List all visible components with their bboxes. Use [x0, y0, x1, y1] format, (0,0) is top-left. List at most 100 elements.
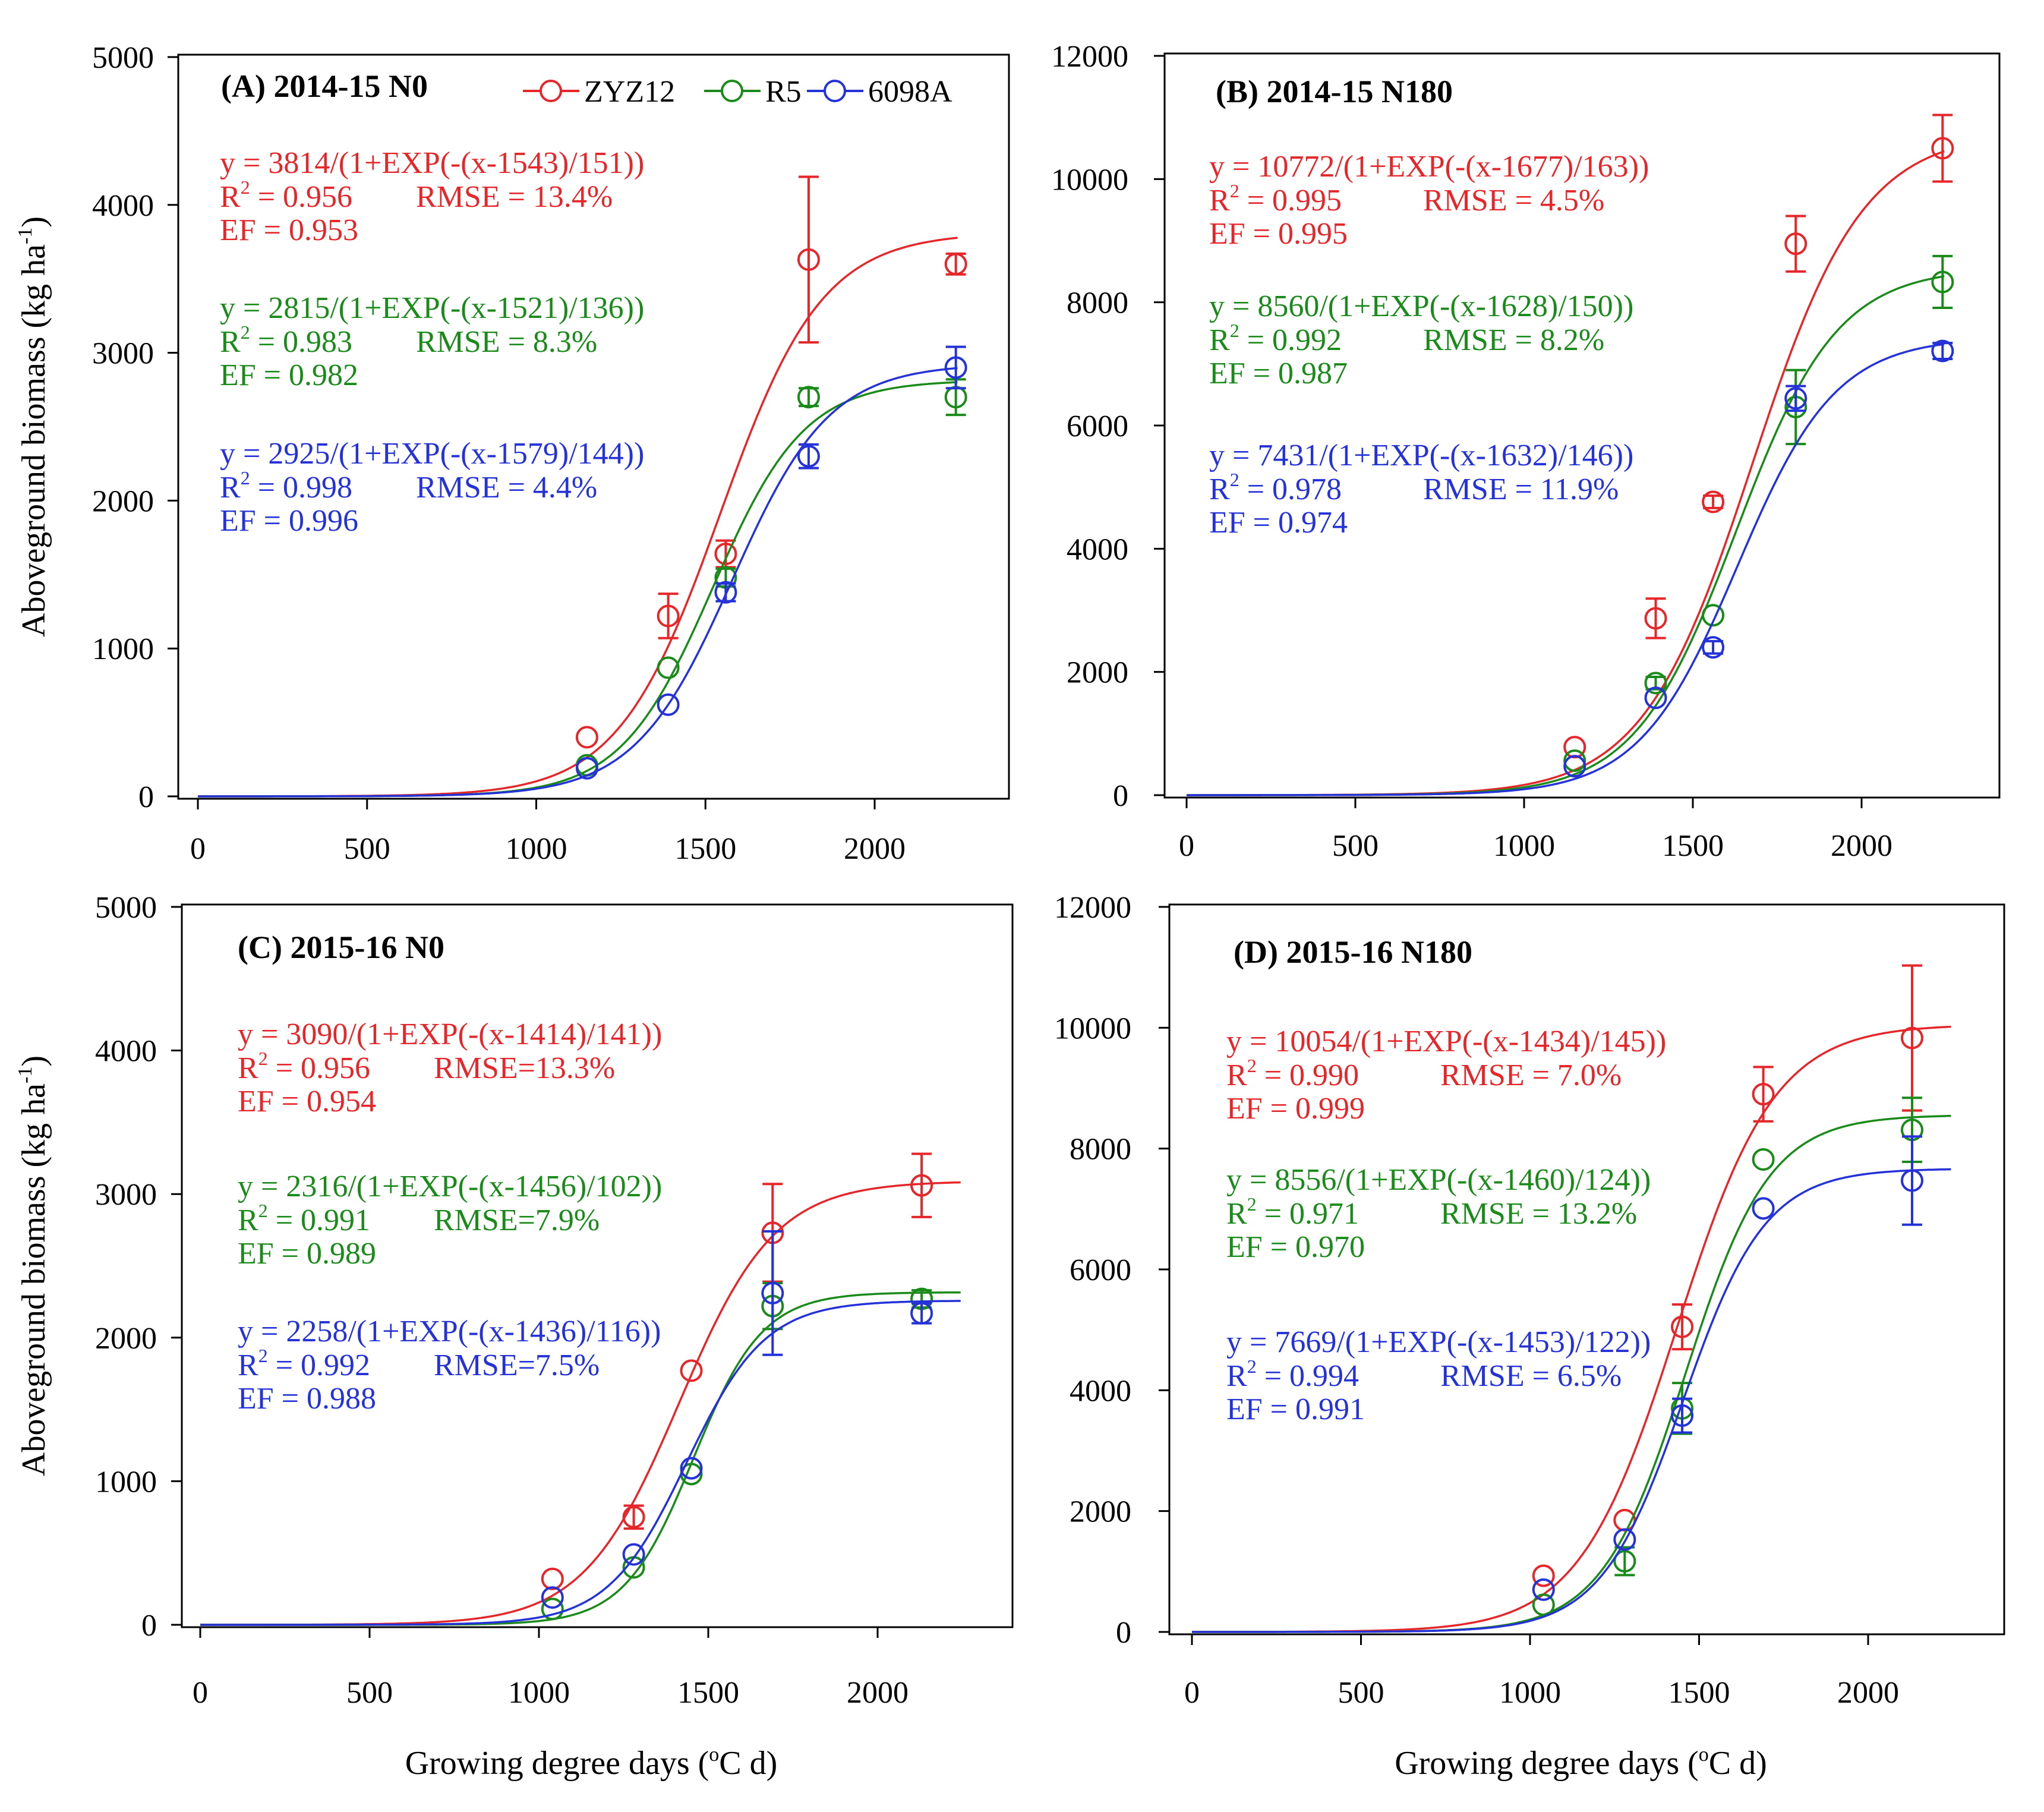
y-tick-label: 5000 [95, 891, 157, 925]
r-squared: R2 = 0.991 [238, 1200, 370, 1237]
data-point [797, 386, 820, 409]
data-point [714, 542, 737, 565]
y-tick-label: 12000 [1051, 40, 1128, 74]
y-tick-label: 10000 [1051, 163, 1128, 197]
y-tick-label: 4000 [95, 1035, 157, 1069]
data-point [541, 1586, 564, 1609]
rmse: RMSE = 8.2% [1423, 323, 1604, 357]
fit-equation: y = 3814/(1+EXP(-(x-1543)/151)) [220, 146, 644, 180]
y-axis-label: Aboveground biomass (kg ha-1) [14, 216, 52, 637]
efficiency: EF = 0.995 [1209, 217, 1348, 251]
legend-marker [824, 80, 846, 102]
efficiency: EF = 0.991 [1226, 1392, 1365, 1426]
data-point [761, 1281, 784, 1304]
fit-curve [198, 367, 958, 798]
panel-B: 0 2000 4000 6000 8000 10000 12000 0 500 1000 1500 2… [1051, 40, 2001, 863]
efficiency: EF = 0.970 [1226, 1230, 1365, 1264]
rmse: RMSE=7.5% [434, 1348, 600, 1382]
data-point [1931, 270, 1954, 294]
y-tick-label: 2000 [1070, 1495, 1131, 1529]
efficiency: EF = 0.953 [220, 213, 358, 247]
r-squared: R2 = 0.983 [220, 322, 352, 359]
data-point [1752, 1197, 1775, 1220]
x-axis-label: Growing degree days (oC d) [405, 1744, 778, 1782]
data-point [575, 757, 598, 780]
rmse: RMSE=13.3% [434, 1051, 615, 1085]
data-point [541, 1567, 564, 1590]
data-point [1532, 1564, 1555, 1587]
panel-A: 0 1000 2000 3000 4000 5000 0 500 1000 1500 2000 Abo… [14, 41, 1010, 866]
data-point [1532, 1593, 1555, 1616]
plot-frame [181, 903, 1014, 1628]
fit-annotation-r5: y = 8556/(1+EXP(-(x-1460)/124))R2 = 0.97… [1226, 1163, 1651, 1264]
data-point [1644, 607, 1667, 630]
series-6098a [198, 345, 967, 798]
data-point [944, 356, 967, 379]
data-point [575, 726, 598, 749]
y-axis-label: Aboveground biomass (kg ha-1) [14, 1055, 52, 1476]
x-tick-label: 1000 [1499, 1676, 1561, 1710]
x-tick-label: 1500 [1662, 829, 1724, 863]
plot-area [198, 175, 967, 798]
x-tick-label: 2000 [1837, 1676, 1899, 1710]
y-tick-label: 2000 [95, 1322, 157, 1356]
y-tick-label: 3000 [92, 337, 154, 371]
x-tick-label: 1000 [1493, 829, 1555, 863]
data-point [1931, 339, 1954, 363]
rmse: RMSE = 13.4% [416, 180, 613, 214]
fit-annotation-zyz12: y = 10054/(1+EXP(-(x-1434)/145))R2 = 0.9… [1226, 1025, 1666, 1126]
panel-title: (D) 2015-16 N180 [1234, 934, 1472, 970]
plot-area [1192, 964, 1951, 1633]
y-tick-label: 1000 [95, 1465, 157, 1499]
r-squared: R2 = 0.971 [1226, 1193, 1359, 1231]
data-point [797, 248, 820, 271]
x-tick-label: 1500 [1668, 1676, 1730, 1710]
fit-equation: y = 10054/(1+EXP(-(x-1434)/145)) [1226, 1025, 1666, 1058]
data-point [1671, 1404, 1694, 1427]
efficiency: EF = 0.974 [1209, 506, 1348, 540]
rmse: RMSE = 8.3% [416, 325, 597, 359]
efficiency: EF = 0.988 [238, 1382, 376, 1416]
rmse: RMSE = 4.4% [416, 471, 597, 505]
r-squared: R2 = 0.994 [1226, 1356, 1359, 1393]
x-tick-label: 500 [346, 1676, 393, 1710]
legend-marker [540, 80, 562, 102]
panel-title: (A) 2014-15 N0 [221, 68, 428, 104]
data-point [1644, 686, 1667, 710]
plot-frame [177, 53, 1010, 800]
fit-curve [1192, 1168, 1951, 1633]
efficiency: EF = 0.999 [1226, 1092, 1365, 1126]
y-tick-label: 4000 [92, 189, 154, 223]
data-point [1563, 755, 1586, 778]
data-point [1671, 1315, 1694, 1338]
y-tick-label: 0 [138, 780, 154, 814]
x-tick-label: 1000 [506, 832, 567, 866]
data-point [1702, 604, 1725, 627]
fit-annotation-6098a: y = 7669/(1+EXP(-(x-1453)/122))R2 = 0.99… [1226, 1325, 1651, 1426]
efficiency: EF = 0.987 [1209, 357, 1348, 390]
data-point [1752, 1083, 1775, 1106]
x-tick-label: 1500 [674, 832, 736, 866]
fit-equation: y = 3090/(1+EXP(-(x-1414)/141)) [238, 1017, 662, 1051]
series-6098a [1187, 339, 1954, 796]
rmse: RMSE = 7.0% [1440, 1058, 1622, 1092]
y-tick-label: 0 [1113, 779, 1128, 813]
fit-annotation-r5: y = 8560/(1+EXP(-(x-1628)/150))R2 = 0.99… [1209, 289, 1633, 390]
r-squared: R2 = 0.992 [1209, 320, 1342, 357]
y-tick-label: 2000 [92, 484, 154, 518]
r-squared: R2 = 0.995 [1209, 180, 1342, 218]
data-point [910, 1302, 933, 1325]
x-tick-label: 2000 [1831, 829, 1892, 863]
series-6098a [200, 1230, 961, 1626]
y-tick-label: 6000 [1067, 409, 1128, 443]
data-point [1563, 749, 1586, 772]
data-point [1702, 490, 1725, 513]
x-tick-label: 500 [344, 832, 390, 866]
fit-equation: y = 10772/(1+EXP(-(x-1677)/163)) [1209, 150, 1649, 184]
data-point [657, 656, 680, 679]
x-tick-label: 0 [193, 1676, 208, 1710]
legend-label: 6098A [868, 75, 952, 109]
data-point [1784, 232, 1808, 256]
legend-label: ZYZ12 [584, 75, 675, 109]
